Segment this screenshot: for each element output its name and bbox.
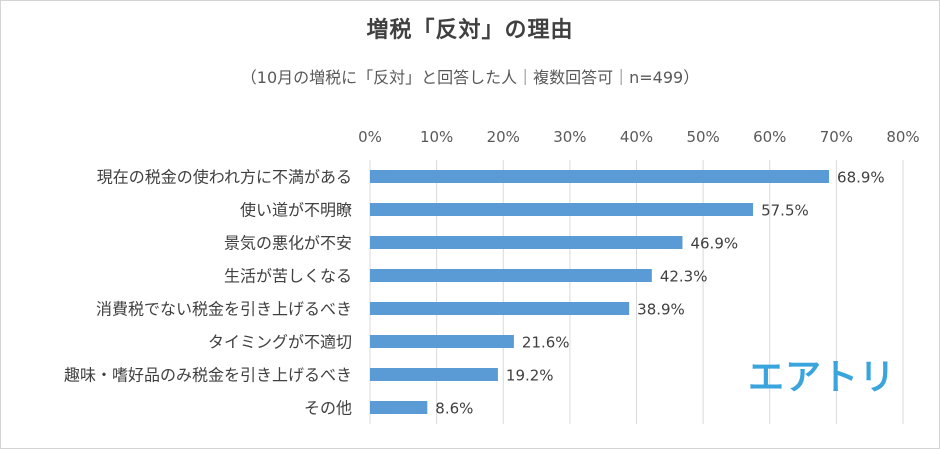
data-label: 46.9% (690, 235, 738, 253)
bar (370, 302, 630, 315)
x-tick-label: 30% (553, 128, 586, 146)
x-axis-ticks: 0% 10% 20% 30% 40% 50% 60% 70% 80% (358, 128, 920, 146)
chart-subtitle: （10月の増税に「反対」と回答した人｜複数回答可｜n=499） (240, 68, 700, 87)
category-label: 景気の悪化が不安 (224, 234, 352, 253)
x-tick-label: 10% (420, 128, 453, 146)
chart-title: 増税「反対」の理由 (366, 18, 574, 43)
category-label: 消費税でない税金を引き上げるべき (96, 300, 352, 319)
x-tick-label: 70% (820, 128, 853, 146)
x-tick-label: 60% (753, 128, 786, 146)
data-label: 42.3% (660, 268, 708, 286)
data-label: 68.9% (837, 169, 885, 187)
data-labels: 68.9% 57.5% 46.9% 42.3% 38.9% 21.6% 19.2% 8.6% (435, 169, 884, 418)
bar (370, 368, 498, 381)
bar (370, 401, 428, 414)
x-tick-label: 20% (487, 128, 520, 146)
airtrip-logo: エアトリ (748, 357, 897, 398)
category-label: 生活が苦しくなる (224, 267, 352, 286)
bar (370, 335, 514, 348)
data-label: 21.6% (522, 334, 570, 352)
x-tick-label: 40% (620, 128, 653, 146)
bar (370, 203, 754, 216)
data-label: 38.9% (637, 301, 685, 319)
category-label: 現在の税金の使われ方に不満がある (97, 168, 352, 187)
bar (370, 236, 683, 249)
category-label: 趣味・嗜好品のみ税金を引き上げるべき (64, 366, 352, 385)
x-tick-label: 50% (686, 128, 719, 146)
data-label: 19.2% (506, 367, 554, 385)
bars (370, 170, 830, 414)
data-label: 8.6% (435, 400, 473, 418)
category-label: 使い道が不明瞭 (240, 201, 352, 220)
category-labels: 現在の税金の使われ方に不満がある使い道が不明瞭景気の悪化が不安生活が苦しくなる消… (64, 168, 352, 418)
bar (370, 269, 652, 282)
x-tick-label: 80% (886, 128, 919, 146)
data-label: 57.5% (761, 202, 809, 220)
x-tick-label: 0% (358, 128, 382, 146)
bar (370, 170, 830, 183)
category-label: その他 (304, 399, 352, 418)
category-label: タイミングが不適切 (208, 333, 352, 352)
